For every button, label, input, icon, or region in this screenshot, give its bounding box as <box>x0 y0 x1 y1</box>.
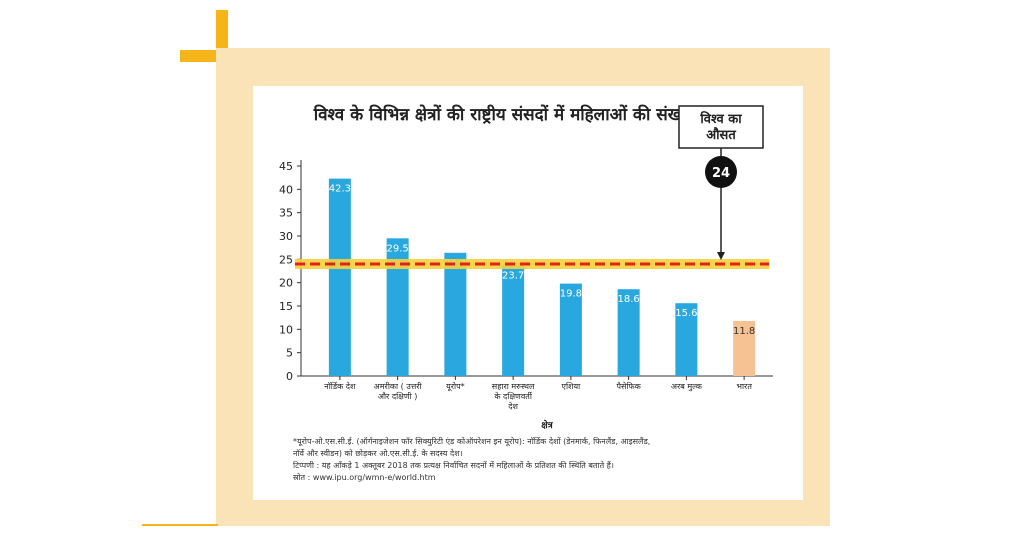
bar <box>559 283 582 376</box>
average-callout-box <box>678 105 764 149</box>
category-label: अमरीका ( उत्तरी <box>374 381 423 391</box>
category-label: यूरोप* <box>446 381 465 392</box>
bar-value-label: 11.8 <box>733 326 755 337</box>
bar <box>328 178 351 376</box>
bar-value-label: 15.6 <box>675 308 697 319</box>
bar-value-label: 18.6 <box>617 294 639 305</box>
y-tick-label: 30 <box>279 230 293 243</box>
chart-notes: *यूरोप-ओ.एस.सी.ई. (ऑर्गनाइजेशन फॉर सिक्य… <box>293 436 793 484</box>
category-label: अरब मुल्क <box>671 382 703 392</box>
category-label: पैसेफिक <box>616 381 641 391</box>
bar-value-label: 42.3 <box>329 184 351 195</box>
average-label: विश्व का <box>699 111 742 127</box>
average-label: औसत <box>706 127 736 143</box>
chart-card: विश्व के विभिन्न क्षेत्रों की राष्ट्रीय … <box>253 86 803 500</box>
y-tick-label: 15 <box>279 300 293 313</box>
category-label: देश <box>508 401 518 411</box>
y-tick-label: 0 <box>286 370 293 383</box>
note-line: टिप्पणी : यह आँकड़े 1 अक्तूबर 2018 तक प्… <box>293 461 614 470</box>
average-badge <box>705 156 737 188</box>
bar <box>502 265 525 376</box>
y-tick-label: 5 <box>286 347 293 360</box>
bar <box>675 303 698 376</box>
category-label: और दक्षिणी ) <box>378 391 418 401</box>
bar-value-label: 19.8 <box>560 289 582 300</box>
category-label: एशिया <box>562 381 582 391</box>
bar <box>386 238 409 376</box>
footnote-line-1: *यूरोप-ओ.एस.सी.ई. (ऑर्गनाइजेशन फॉर सिक्य… <box>293 437 651 446</box>
average-badge-value: 24 <box>712 166 730 181</box>
y-tick-label: 35 <box>279 207 293 220</box>
category-label: के दक्षिणवर्ती <box>494 391 533 401</box>
category-label: भारत <box>736 382 752 391</box>
average-arrowhead <box>717 252 725 260</box>
source-line: स्रोत : www.ipu.org/wmn-e/world.htm <box>293 473 436 482</box>
y-tick-label: 10 <box>279 323 293 336</box>
average-glow <box>295 259 769 269</box>
footnote-line-2: नॉर्वे और स्वीडन) को छोड़कर ओ.एस.सी.ई. क… <box>293 449 463 458</box>
decorative-underline <box>142 524 218 526</box>
x-axis-label: क्षेत्र <box>541 419 553 431</box>
y-tick-label: 25 <box>279 253 293 266</box>
category-label: नॉर्डिक देश <box>324 381 356 391</box>
bar <box>444 252 467 376</box>
category-label: सहारा मरुस्थल <box>492 382 535 391</box>
bar <box>617 289 640 376</box>
chart-title: विश्व के विभिन्न क्षेत्रों की राष्ट्रीय … <box>313 105 743 125</box>
y-tick-label: 45 <box>279 160 293 173</box>
bar-value-label: 29.5 <box>386 243 408 254</box>
y-tick-label: 40 <box>279 183 293 196</box>
bar-value-label: 23.7 <box>502 270 524 281</box>
bar <box>733 320 756 376</box>
bar-chart: 0 5 10 15 20 25 30 35 40 45 42.3 नॉर्डिक देश 29.5 अमर… <box>279 105 773 431</box>
y-tick-label: 20 <box>279 277 293 290</box>
